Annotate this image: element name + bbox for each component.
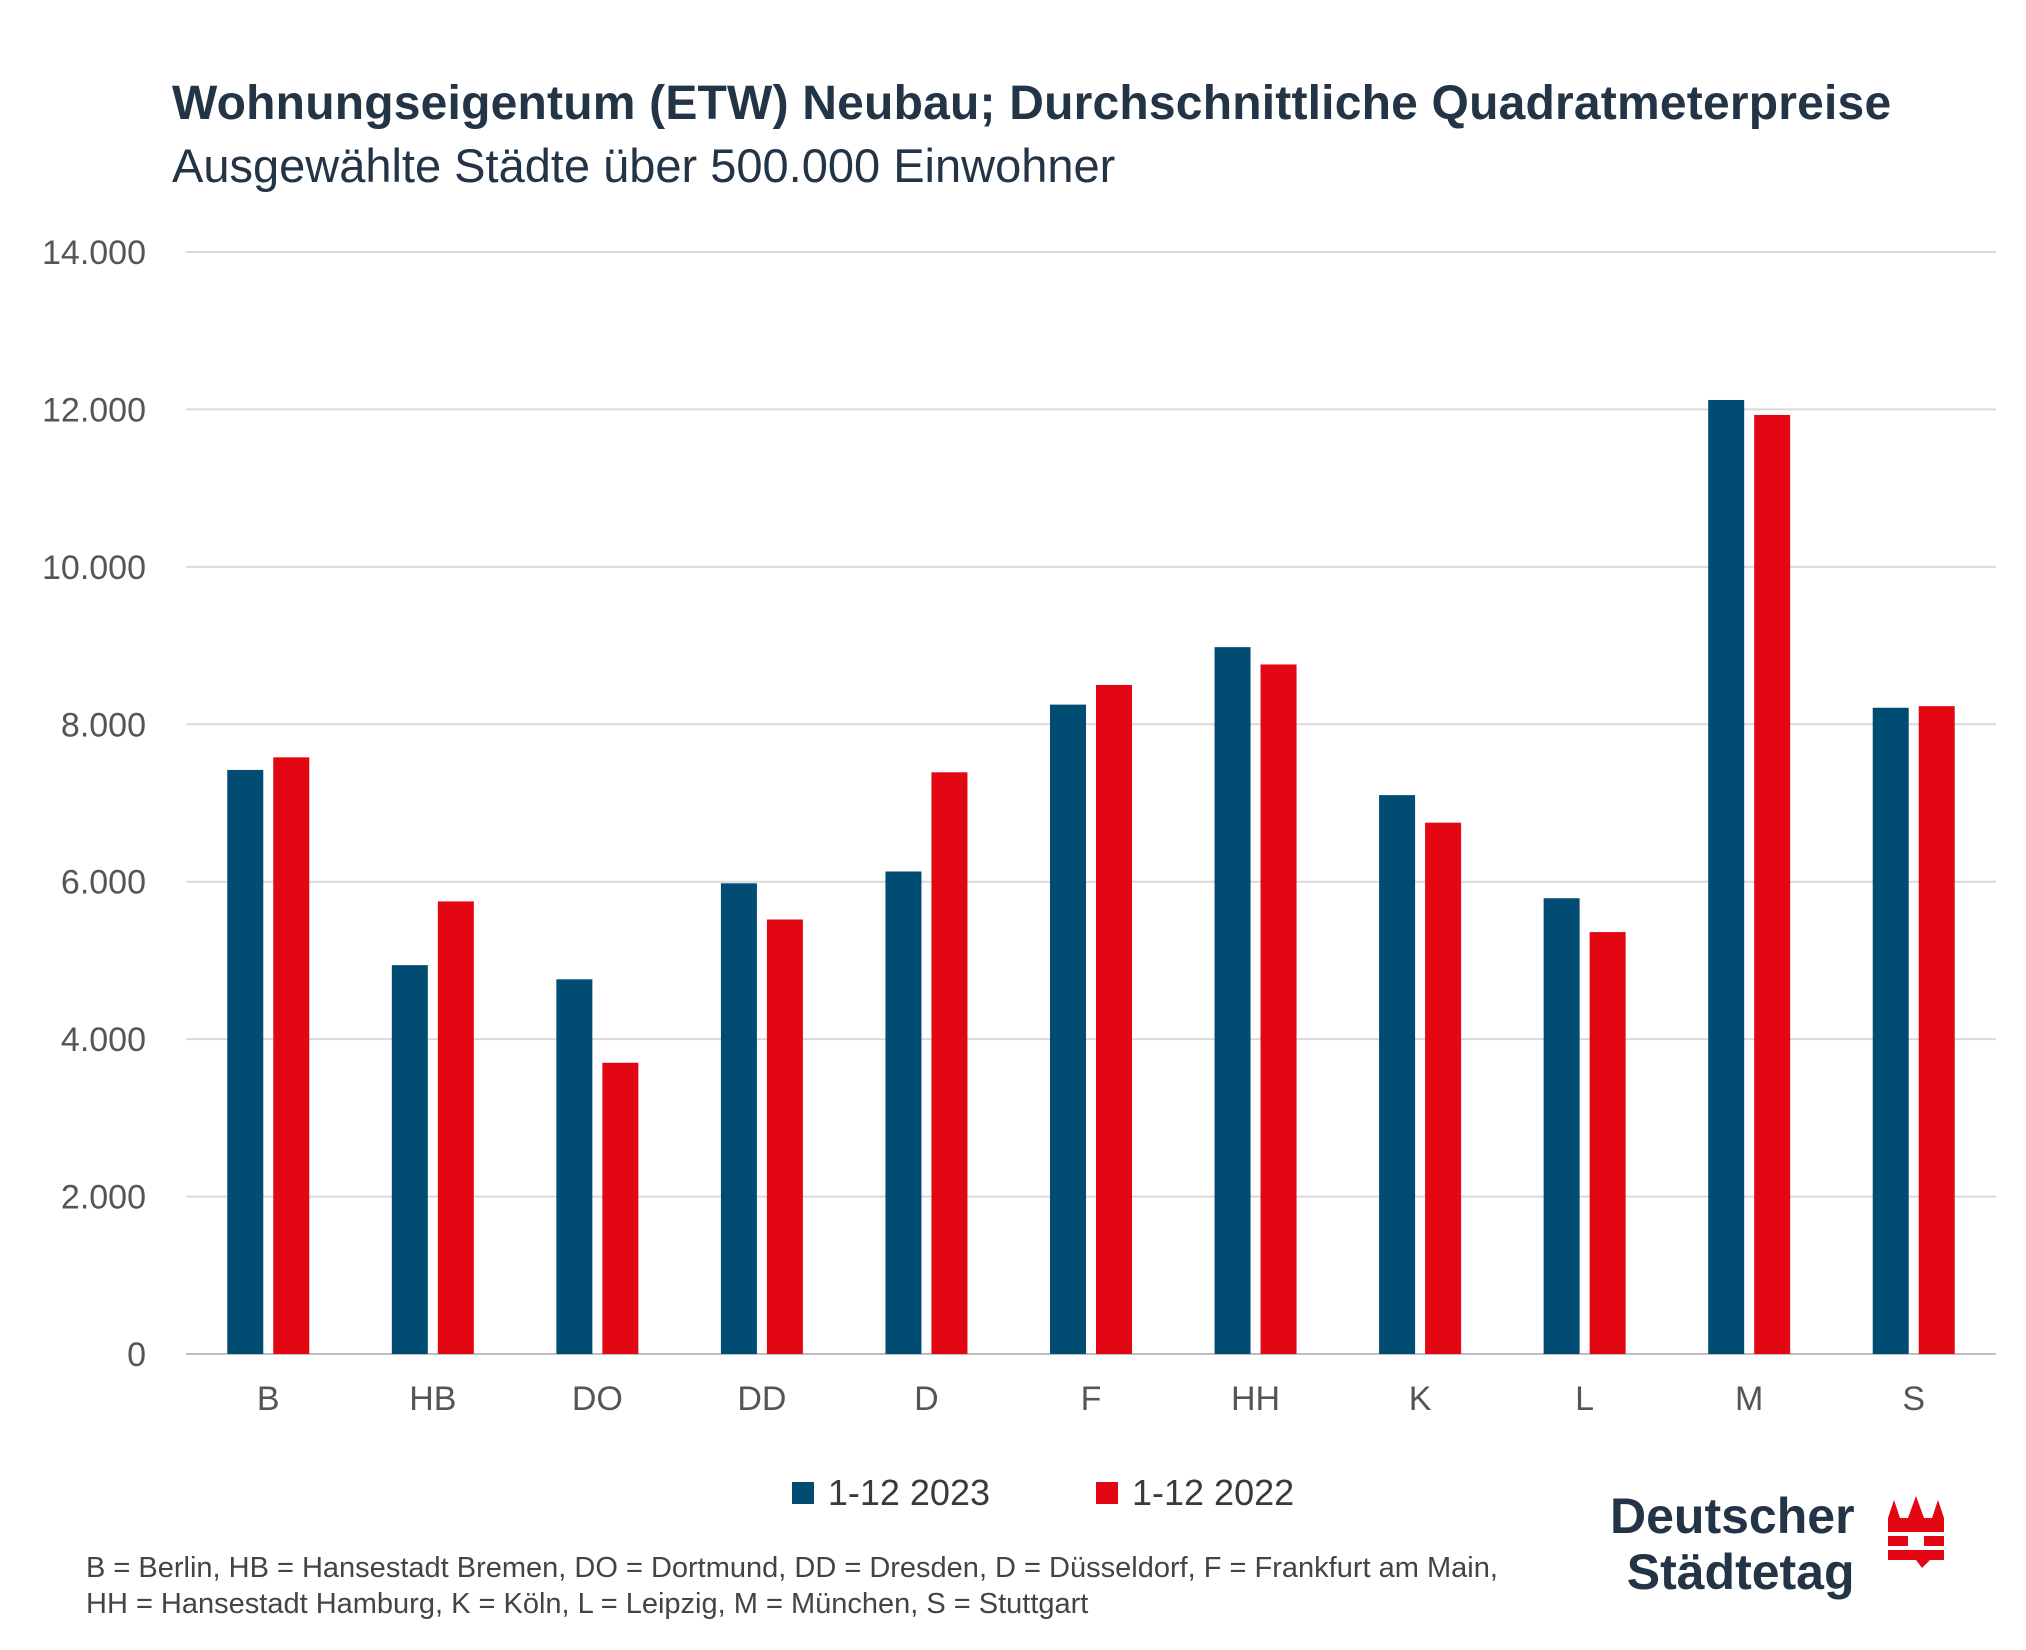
x-tick-label: DO	[572, 1380, 623, 1418]
x-tick-label: HB	[409, 1380, 456, 1418]
bar-f-2022	[1096, 684, 1132, 1354]
legend-label-2022: 1-12 2022	[1132, 1472, 1295, 1513]
city-crown-icon	[1888, 1496, 1944, 1568]
footnote-line-1: B = Berlin, HB = Hansestadt Bremen, DO =…	[86, 1552, 1498, 1584]
chart-title: Wohnungseigentum (ETW) Neubau; Durchschn…	[172, 77, 1892, 130]
y-tick-label: 6.000	[61, 864, 146, 902]
legend-item-2023: 1-12 2023	[732, 1472, 990, 1514]
bar-l-2022	[1589, 932, 1626, 1354]
y-tick-label: 10.000	[42, 549, 146, 587]
bar-do-2022	[602, 1062, 639, 1354]
x-tick-label: B	[257, 1380, 280, 1418]
bar-dd-2022	[766, 919, 803, 1354]
chart-subtitle: Ausgewählte Städte über 500.000 Einwohne…	[172, 139, 1116, 192]
bar-s-2023	[1872, 707, 1909, 1354]
legend-swatch-2022	[1096, 1482, 1118, 1504]
logo-line-2: Städtetag	[1626, 1544, 1855, 1600]
y-tick-label: 14.000	[42, 234, 146, 272]
bar-hb-2023	[391, 965, 428, 1354]
x-tick-label: K	[1409, 1380, 1432, 1418]
legend-item-2022: 1-12 2022	[1036, 1472, 1294, 1514]
footnote: B = Berlin, HB = Hansestadt Bremen, DO =…	[86, 1550, 1498, 1622]
bar-hh-2022	[1260, 664, 1297, 1354]
bar-do-2023	[556, 979, 593, 1354]
y-tick-label: 2.000	[61, 1179, 146, 1217]
bar-m-2023	[1708, 399, 1745, 1354]
bar-s-2022	[1918, 706, 1955, 1354]
bar-k-2023	[1379, 795, 1416, 1354]
legend: 1-12 2023 1-12 2022	[0, 1472, 2026, 1514]
bar-k-2022	[1425, 822, 1462, 1354]
footnote-line-2: HH = Hansestadt Hamburg, K = Köln, L = L…	[86, 1588, 1089, 1620]
bar-chart: 0 2.000 4.000 6.000 8.000 10.000 12.000 14.000 B…	[42, 234, 1996, 1418]
bar-f-2023	[1050, 704, 1086, 1354]
logo-text: Deutscher Städtetag	[1610, 1488, 1855, 1600]
y-tick-label: 4.000	[61, 1021, 146, 1059]
x-tick-label: D	[914, 1380, 939, 1418]
bar-l-2023	[1543, 898, 1580, 1354]
y-tick-label: 8.000	[61, 706, 146, 744]
x-tick-label: S	[1902, 1380, 1925, 1418]
x-tick-label: F	[1081, 1380, 1102, 1418]
x-tick-label: HH	[1231, 1380, 1280, 1418]
bar-d-2022	[931, 772, 968, 1354]
logo-line-1: Deutscher	[1610, 1488, 1855, 1544]
x-tick-label: DD	[737, 1380, 786, 1418]
legend-label-2023: 1-12 2023	[827, 1472, 990, 1513]
y-tick-label: 0	[127, 1336, 146, 1374]
bar-b-2022	[273, 757, 310, 1354]
x-tick-label: M	[1735, 1380, 1763, 1418]
bar-hb-2022	[437, 901, 474, 1354]
bar-dd-2023	[720, 883, 757, 1354]
bar-hh-2023	[1214, 647, 1251, 1354]
legend-swatch-2023	[791, 1482, 814, 1504]
deutscher-staedtetag-logo: Deutscher Städtetag	[1610, 1488, 1944, 1628]
x-tick-label: L	[1575, 1380, 1594, 1418]
bar-m-2022	[1754, 414, 1791, 1354]
bar-d-2023	[885, 871, 922, 1354]
bar-b-2023	[227, 769, 264, 1354]
y-tick-label: 12.000	[42, 391, 146, 429]
